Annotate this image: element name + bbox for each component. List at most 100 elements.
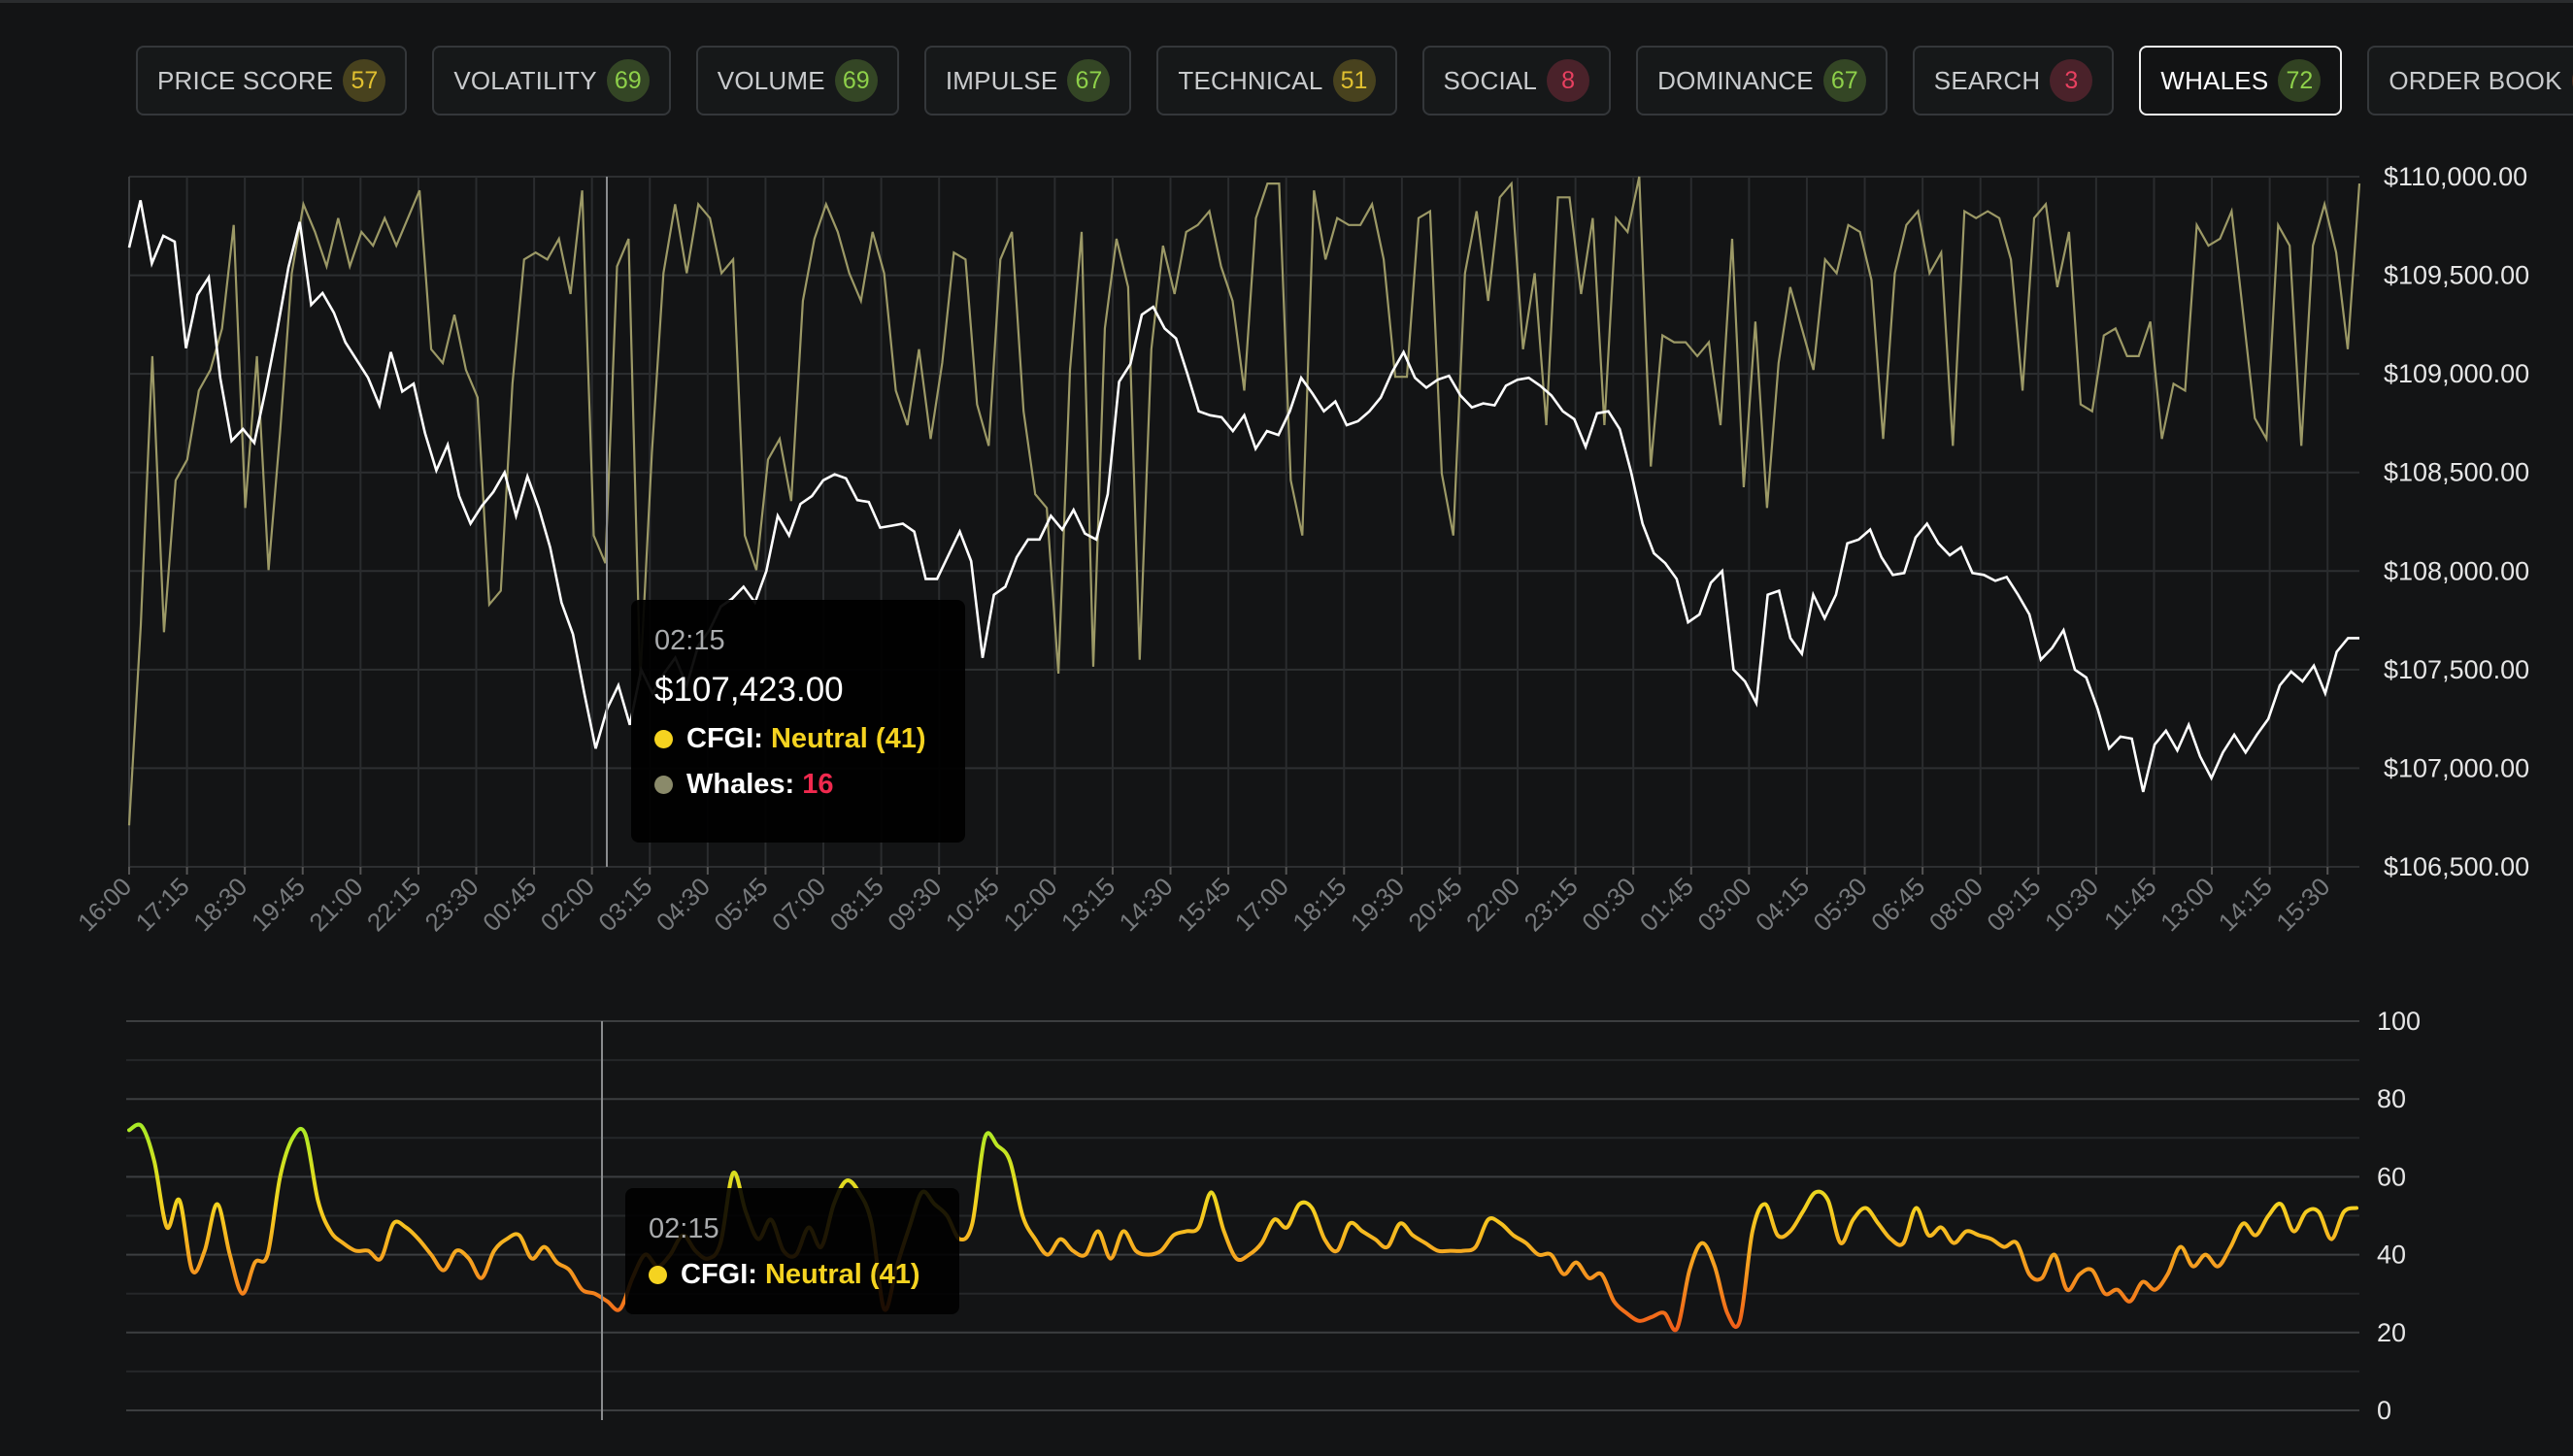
- tab-technical[interactable]: TECHNICAL 51: [1156, 46, 1397, 116]
- indicator-tab-bar: PRICE SCORE 57 VOLATILITY 69 VOLUME 69 IMPULSE…: [136, 45, 2573, 116]
- tab-whales[interactable]: WHALES 72: [2139, 46, 2343, 116]
- x-tick-label: 10:30: [2039, 872, 2104, 937]
- sub-tooltip-cfgi-value: Neutral (41): [764, 1259, 920, 1290]
- y-tick-label: $109,000.00: [2384, 359, 2529, 388]
- tab-label: IMPULSE: [945, 65, 1058, 95]
- tab-label: ORDER BOOK: [2389, 65, 2562, 95]
- sub-y-tick-label: 60: [2377, 1162, 2406, 1191]
- tooltip-whales-label: Whales:: [686, 769, 795, 800]
- whales-series-line: [127, 176, 2361, 826]
- cfgi-chart[interactable]: 100 80 60 40 20 0: [0, 1009, 2573, 1427]
- sub-tooltip-time: 02:15: [649, 1213, 719, 1244]
- cfgi-dot-icon: [654, 730, 673, 748]
- tab-volume[interactable]: VOLUME 69: [695, 46, 899, 116]
- x-tick-label: 07:00: [766, 872, 831, 937]
- x-tick-label: 20:45: [1402, 872, 1467, 937]
- y-tick-label: $109,500.00: [2384, 261, 2529, 290]
- score-badge: 67: [1067, 59, 1111, 102]
- sub-y-tick-label: 20: [2377, 1318, 2406, 1347]
- sub-tooltip-cfgi-row: CFGI: Neutral (41): [649, 1259, 936, 1291]
- y-tick-label: $107,000.00: [2384, 753, 2529, 782]
- tab-label: TECHNICAL: [1178, 65, 1323, 95]
- x-tick-label: 13:00: [2155, 872, 2220, 937]
- cfgi-dot-icon: [649, 1266, 667, 1284]
- x-tick-label: 05:30: [1808, 872, 1873, 937]
- score-badge: 51: [1332, 59, 1376, 102]
- tab-search[interactable]: SEARCH 3: [1912, 46, 2115, 116]
- x-tick-label: 00:45: [477, 872, 542, 937]
- score-badge: 69: [606, 59, 650, 102]
- x-tick-label: 21:00: [303, 872, 368, 937]
- tab-label: VOLATILITY: [453, 65, 597, 95]
- x-tick-label: 22:15: [361, 872, 426, 937]
- tooltip-whales-value: 16: [802, 769, 834, 800]
- x-tick-label: 22:00: [1460, 872, 1525, 937]
- x-tick-label: 06:45: [1865, 872, 1930, 937]
- tab-impulse[interactable]: IMPULSE 67: [923, 46, 1132, 116]
- tab-label: SOCIAL: [1443, 65, 1538, 95]
- tooltip-whales-row: Whales: 16: [654, 769, 942, 801]
- x-tick-label: 23:30: [419, 872, 485, 937]
- x-tick-label: 12:00: [997, 872, 1062, 937]
- tab-label: DOMINANCE: [1657, 65, 1814, 95]
- tab-price-score[interactable]: PRICE SCORE 57: [136, 46, 408, 116]
- sub-y-tick-label: 80: [2377, 1084, 2406, 1113]
- price-tooltip: 02:15 $107,423.00 CFGI: Neutral (41) Wha…: [631, 600, 965, 843]
- tooltip-cfgi-label: CFGI:: [686, 723, 763, 754]
- x-tick-label: 11:45: [2098, 872, 2162, 936]
- tab-label: SEARCH: [1933, 65, 2041, 95]
- score-badge: 69: [834, 59, 878, 102]
- cfgi-series-line: [127, 1122, 2358, 1333]
- tab-social[interactable]: SOCIAL 8: [1421, 46, 1612, 116]
- score-badge: 40: [2571, 59, 2573, 102]
- x-tick-label: 08:00: [1923, 872, 1988, 937]
- tab-dominance[interactable]: DOMINANCE 67: [1636, 46, 1888, 116]
- tab-order-book[interactable]: ORDER BOOK 40: [2367, 46, 2573, 116]
- x-tick-label: 15:45: [1171, 872, 1236, 937]
- x-tick-label: 02:00: [535, 872, 600, 937]
- y-tick-label: $108,500.00: [2384, 458, 2529, 487]
- x-tick-label: 19:45: [246, 872, 311, 937]
- sub-y-tick-label: 0: [2377, 1396, 2391, 1425]
- x-tick-label: 10:45: [940, 872, 1005, 937]
- x-tick-label: 03:00: [1691, 872, 1756, 937]
- tooltip-price: $107,423.00: [654, 671, 844, 709]
- tab-label: WHALES: [2160, 65, 2269, 95]
- tooltip-cfgi-row: CFGI: Neutral (41): [654, 723, 942, 755]
- x-tick-label: 19:30: [1345, 872, 1410, 937]
- score-badge: 8: [1547, 59, 1590, 102]
- x-tick-label: 15:30: [2270, 872, 2335, 937]
- x-tick-label: 08:15: [824, 872, 889, 937]
- y-tick-label: $108,000.00: [2384, 556, 2529, 585]
- y-tick-label: $106,500.00: [2384, 852, 2529, 881]
- x-tick-label: 13:15: [1055, 872, 1120, 937]
- score-badge: 3: [2050, 59, 2093, 102]
- tab-label: PRICE SCORE: [157, 65, 334, 95]
- score-badge: 57: [343, 59, 386, 102]
- score-badge: 72: [2278, 59, 2322, 102]
- tooltip-cfgi-value: Neutral (41): [770, 723, 926, 754]
- sub-y-tick-label: 100: [2377, 1009, 2421, 1036]
- sub-tooltip-cfgi-label: CFGI:: [681, 1259, 757, 1290]
- x-tick-label: 04:30: [651, 872, 716, 937]
- price-chart[interactable]: $110,000.00 $109,500.00 $109,000.00 $108,50…: [0, 155, 2573, 1155]
- top-border: [0, 0, 2573, 3]
- x-tick-label: 17:15: [130, 872, 195, 937]
- tab-volatility[interactable]: VOLATILITY 69: [432, 46, 671, 116]
- x-tick-label: 16:00: [72, 872, 137, 937]
- x-tick-label: 14:30: [1114, 872, 1179, 937]
- price-series-line: [127, 200, 2359, 793]
- x-tick-label: 18:30: [187, 872, 252, 937]
- x-tick-label: 03:15: [592, 872, 657, 937]
- x-tick-label: 18:15: [1286, 872, 1352, 937]
- x-tick-label: 00:30: [1576, 872, 1641, 937]
- y-tick-label: $110,000.00: [2384, 162, 2527, 191]
- tab-label: VOLUME: [717, 65, 825, 95]
- x-tick-label: 04:15: [1750, 872, 1815, 937]
- sub-y-tick-label: 40: [2377, 1241, 2406, 1270]
- x-tick-label: 05:45: [708, 872, 773, 937]
- x-tick-label: 17:00: [1229, 872, 1294, 937]
- cfgi-tooltip: 02:15 CFGI: Neutral (41): [625, 1188, 959, 1314]
- whales-dot-icon: [654, 776, 673, 794]
- x-tick-label: 01:45: [1634, 872, 1699, 937]
